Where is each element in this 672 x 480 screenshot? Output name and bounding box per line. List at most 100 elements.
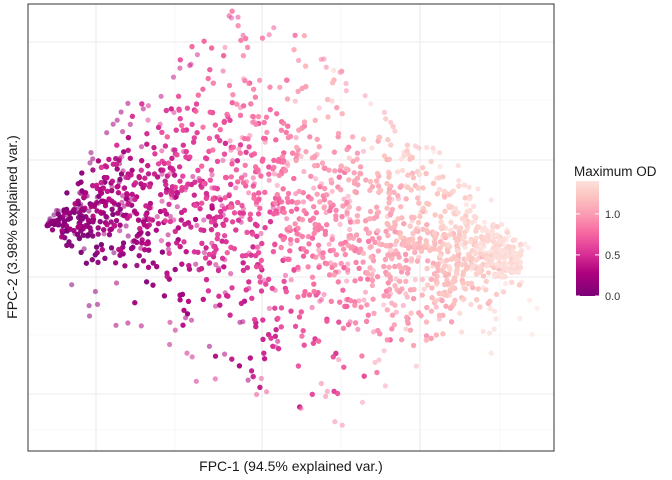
scatter-point [324,388,330,394]
scatter-point [97,209,104,215]
scatter-point [296,314,303,320]
scatter-point [388,119,394,125]
scatter-point [325,96,331,103]
scatter-point [220,68,226,74]
scatter-point [87,225,93,231]
scatter-point [142,247,148,253]
scatter-point [410,175,416,181]
scatter-point [233,185,239,191]
scatter-point [179,122,185,129]
scatter-point [298,309,304,315]
scatter-point [294,152,300,158]
scatter-point [457,310,463,316]
scatter-point [310,340,316,346]
scatter-point [303,63,309,69]
scatter-point [83,260,89,266]
scatter-point [320,254,326,261]
scatter-point [266,305,272,311]
scatter-point [229,356,235,362]
scatter-point [333,207,339,213]
scatter-point [301,168,307,175]
scatter-point [412,277,418,283]
scatter-point [229,161,235,167]
scatter-point [284,216,290,222]
scatter-point [334,105,340,111]
scatter-point [229,285,235,291]
scatter-point [69,282,75,288]
scatter-point [250,175,256,181]
scatter-point [69,243,75,249]
scatter-point [315,290,321,296]
scatter-point [144,279,150,285]
scatter-point [316,338,322,344]
scatter-point [400,302,406,309]
scatter-point [120,129,126,135]
scatter-point [89,257,95,263]
scatter-point [388,183,394,189]
scatter-point [437,150,443,156]
scatter-point [337,221,343,227]
scatter-point [384,213,390,220]
scatter-point [172,327,178,333]
scatter-point [228,181,234,187]
scatter-point [125,320,131,326]
scatter-point [391,322,397,328]
scatter-point [101,231,107,237]
scatter-point [191,135,197,141]
scatter-point [238,37,244,43]
scatter-point [318,181,324,187]
scatter-point [331,272,337,278]
scatter-point [354,156,360,162]
scatter-point [323,64,329,70]
scatter-point [104,215,110,221]
scatter-point [201,181,207,187]
scatter-point [107,227,113,233]
scatter-point [411,214,417,221]
scatter-point [237,142,244,148]
scatter-point [140,258,147,264]
scatter-point [200,124,206,130]
scatter-point [271,171,277,177]
scatter-point [114,142,120,148]
scatter-point [239,213,245,220]
scatter-point [167,341,173,348]
scatter-point [226,82,233,89]
scatter-point [190,173,196,180]
scatter-point [101,186,107,192]
scatter-point [188,61,194,67]
scatter-point [169,195,175,201]
scatter-point [346,204,352,210]
scatter-point [210,80,216,86]
scatter-point [86,303,92,309]
scatter-point [407,327,414,333]
scatter-point [392,263,398,270]
scatter-point [415,195,421,201]
scatter-point [194,222,200,229]
scatter-point [381,263,387,270]
scatter-point [197,206,203,212]
scatter-point [221,118,227,124]
scatter-point [386,224,392,230]
scatter-point [104,188,110,194]
scatter-point [273,327,279,333]
scatter-point [243,287,249,293]
scatter-point [116,246,122,253]
scatter-point [247,132,253,139]
scatter-point [49,227,56,233]
scatter-point [381,293,387,299]
scatter-point [336,174,342,180]
scatter-point [356,265,362,271]
scatter-point [171,109,177,115]
scatter-point [249,113,255,119]
scatter-point [165,246,171,252]
scatter-point [119,154,125,160]
scatter-point [395,169,401,175]
scatter-point [137,226,143,232]
scatter-point [301,119,308,125]
scatter-point [133,180,139,186]
scatter-point [138,245,144,251]
scatter-point [201,217,207,223]
scatter-point [94,200,100,206]
scatter-point [90,167,96,173]
scatter-point [261,350,267,356]
